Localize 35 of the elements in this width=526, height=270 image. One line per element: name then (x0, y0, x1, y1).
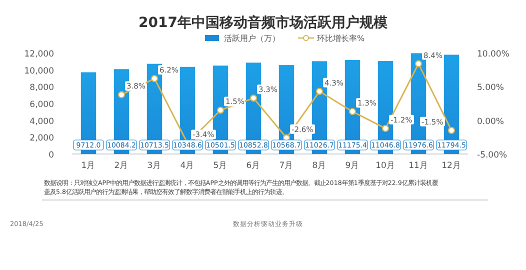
y2-tick-label: 10.00% (477, 50, 510, 60)
x-tick-label: 7月 (279, 161, 294, 171)
x-tick-label: 2月 (114, 161, 129, 171)
y-tick-label: 12,000 (24, 50, 54, 60)
point (216, 106, 224, 114)
x-tick-label: 4月 (180, 161, 195, 171)
point (382, 124, 390, 132)
y-tick-label: 0 (48, 150, 54, 160)
y2-tick-label: 5.00% (477, 83, 504, 94)
point (414, 60, 422, 68)
x-tick-label: 1月 (81, 161, 96, 171)
x-tick-label: 11月 (408, 161, 428, 171)
y-tick-label: 4,000 (30, 116, 54, 127)
y-tick-label: 8,000 (30, 83, 54, 94)
y-tick-label: 6,000 (30, 100, 54, 110)
x-tick-label: 10月 (376, 161, 396, 171)
chart-title: 2017年中国移动音频市场活跃用户规模 (138, 14, 388, 31)
x-tick-label: 6月 (246, 161, 261, 171)
x-tick-label: 9月 (345, 161, 360, 171)
y-tick-label: 10,000 (24, 66, 54, 76)
y-tick-label: 2,000 (30, 134, 54, 144)
point (348, 108, 356, 116)
legend-label: 活跃用户（万） (224, 34, 280, 43)
y2-tick-label: -5.00% (477, 150, 508, 160)
x-tick-label: 5月 (213, 161, 228, 171)
x-tick-label: 8月 (312, 161, 327, 171)
y2-tick-label: 0.00% (477, 116, 504, 127)
point (150, 74, 158, 82)
point (448, 126, 456, 134)
point (250, 94, 258, 102)
x-tick-label: 12月 (442, 161, 462, 171)
legend-label: 环比增长率% (317, 34, 365, 43)
point (316, 88, 324, 95)
x-tick-label: 3月 (147, 161, 162, 171)
point (118, 91, 126, 98)
